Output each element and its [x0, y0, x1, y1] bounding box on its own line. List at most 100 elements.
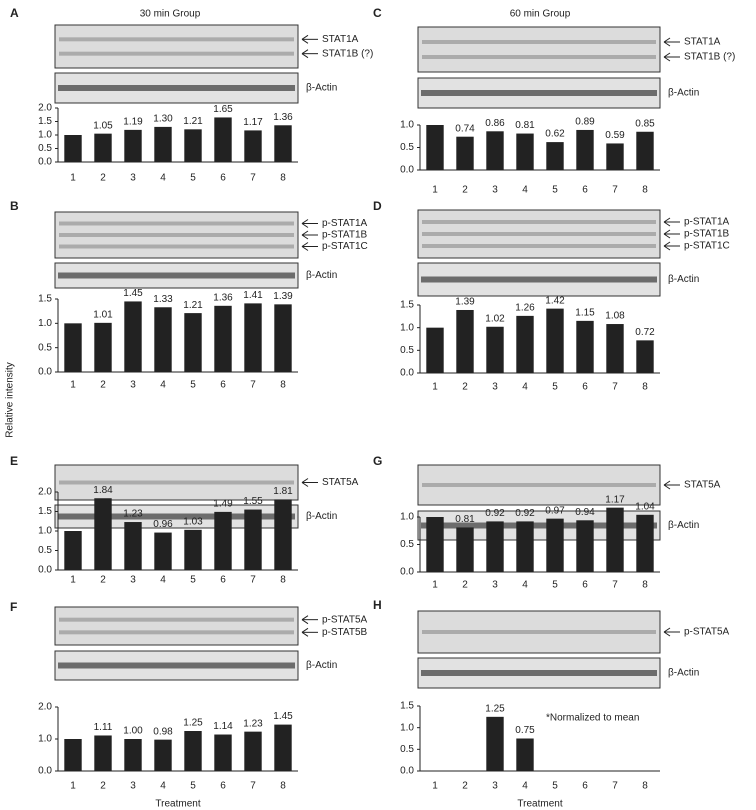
actin-label: β-Actin: [306, 511, 337, 522]
y-tick-label: 0.0: [38, 565, 52, 576]
actin-band: [58, 272, 295, 279]
bar: [184, 731, 202, 771]
blot-label: STAT1A: [684, 37, 721, 48]
x-tick-label: 4: [160, 380, 166, 391]
blot-band: [422, 483, 656, 487]
x-tick-label: 4: [522, 185, 528, 196]
value-label: 0.72: [635, 327, 655, 338]
bar: [576, 320, 594, 373]
x-tick-label: 4: [522, 781, 528, 792]
x-tick-label: 1: [70, 380, 76, 391]
value-label: 1.25: [485, 703, 505, 714]
value-label: 1.36: [273, 112, 293, 123]
x-tick-label: 7: [612, 781, 618, 792]
value-label: 1.39: [455, 297, 475, 308]
arrow-head: [301, 627, 309, 637]
value-label: 1.05: [93, 120, 113, 131]
blot-band: [59, 51, 294, 56]
x-tick-label: 3: [492, 781, 498, 792]
value-label: 1.17: [243, 117, 263, 128]
x-tick-label: 5: [552, 781, 558, 792]
x-tick-label: 5: [190, 380, 196, 391]
bar: [606, 143, 624, 170]
blot-label: p-STAT5A: [684, 627, 730, 638]
x-tick-label: 5: [552, 382, 558, 393]
value-label: 1.19: [123, 117, 143, 128]
value-label: 1.55: [243, 496, 263, 507]
x-tick-label: 3: [130, 781, 136, 792]
bar: [124, 129, 142, 162]
bar: [214, 305, 232, 372]
blot-band: [59, 630, 294, 635]
value-label: 1.15: [575, 308, 595, 319]
y-tick-label: 0.0: [38, 766, 52, 777]
bar: [486, 131, 504, 170]
value-label: 0.97: [545, 505, 565, 516]
actin-label: β-Actin: [306, 83, 337, 94]
x-tick-label: 4: [522, 382, 528, 393]
value-label: 0.81: [515, 120, 535, 131]
blot-label: p-STAT1A: [322, 218, 368, 229]
x-tick-label: 3: [130, 173, 136, 184]
arrow-head: [301, 230, 309, 240]
x-tick-label: 8: [280, 173, 286, 184]
bar: [184, 313, 202, 372]
actin-band: [421, 522, 657, 529]
bar: [214, 511, 232, 570]
bar: [154, 126, 172, 162]
y-tick-label: 1.0: [400, 120, 414, 131]
value-label: 1.17: [605, 494, 625, 505]
x-tick-label: 8: [642, 382, 648, 393]
y-tick-label: 2.0: [38, 103, 52, 114]
value-label: 1.21: [183, 300, 203, 311]
x-tick-label: 6: [220, 781, 226, 792]
actin-label: β-Actin: [668, 88, 699, 99]
value-label: 1.33: [153, 294, 173, 305]
x-tick-label: 6: [582, 382, 588, 393]
panel-letter: E: [10, 454, 18, 468]
x-tick-label: 4: [160, 575, 166, 586]
value-label: 1.49: [213, 499, 233, 510]
x-tick-label: 8: [280, 781, 286, 792]
x-axis-label: Treatment: [155, 799, 200, 810]
arrow-head: [301, 615, 309, 625]
bar: [606, 324, 624, 373]
blot-label: STAT5A: [322, 477, 359, 488]
y-tick-label: 1.0: [400, 512, 414, 523]
blot-label: p-STAT1B: [684, 229, 730, 240]
value-label: 1.42: [545, 295, 565, 306]
y-tick-label: 1.5: [38, 506, 52, 517]
blot-band: [422, 220, 656, 224]
arrow-head: [663, 217, 671, 227]
value-label: 1.36: [213, 292, 233, 303]
bar: [576, 129, 594, 170]
x-tick-label: 1: [70, 575, 76, 586]
value-label: 0.85: [635, 118, 655, 129]
value-label: 1.81: [273, 486, 293, 497]
blot-label: p-STAT1C: [322, 241, 368, 252]
x-tick-label: 2: [100, 380, 106, 391]
arrow-head: [663, 480, 671, 490]
arrow-head: [663, 241, 671, 251]
blot-band: [59, 37, 294, 42]
value-label: 0.98: [153, 726, 173, 737]
actin-label: β-Actin: [668, 668, 699, 679]
x-tick-label: 1: [70, 173, 76, 184]
value-label: 1.39: [273, 291, 293, 302]
value-label: 0.81: [455, 514, 475, 525]
value-label: 1.45: [123, 288, 143, 299]
x-tick-label: 7: [250, 575, 256, 586]
bar: [274, 724, 292, 771]
bar: [456, 527, 474, 572]
bar: [244, 303, 262, 372]
bar: [516, 315, 534, 373]
bar: [576, 520, 594, 572]
y-tick-label: 0.5: [38, 545, 52, 556]
blot-band: [422, 244, 656, 248]
panel-letter: B: [10, 199, 19, 213]
bar: [184, 529, 202, 570]
x-tick-label: 6: [220, 380, 226, 391]
blot-label: p-STAT1C: [684, 241, 730, 252]
value-label: 0.62: [545, 129, 565, 140]
bar: [64, 135, 82, 162]
